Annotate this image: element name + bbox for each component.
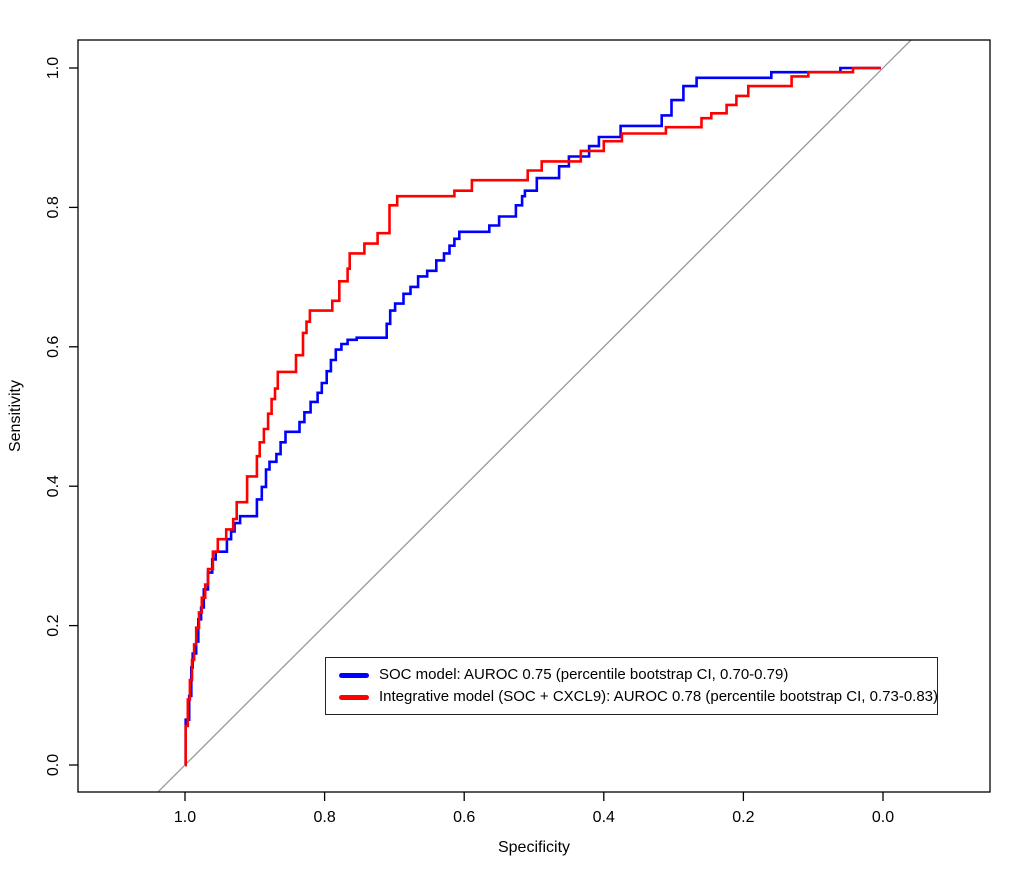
legend: SOC model: AUROC 0.75 (percentile bootst… <box>325 657 938 715</box>
x-tick-label: 0.0 <box>872 809 894 826</box>
x-tick-label: 0.8 <box>313 809 335 826</box>
y-tick-label: 0.0 <box>45 754 62 776</box>
y-tick-label: 0.6 <box>45 336 62 358</box>
legend-label-integrative: Integrative model (SOC + CXCL9): AUROC 0… <box>379 688 939 705</box>
legend-key-integrative-line <box>339 694 369 700</box>
y-tick-label: 0.2 <box>45 614 62 636</box>
y-tick-label: 0.8 <box>45 196 62 218</box>
x-tick-label: 0.6 <box>453 809 475 826</box>
roc-curve-soc <box>184 66 881 767</box>
plot-box <box>77 39 991 793</box>
roc-curve-integrative <box>184 66 881 767</box>
x-tick-label: 0.2 <box>732 809 754 826</box>
y-axis-title: Sensitivity <box>7 380 24 452</box>
x-tick-label: 1.0 <box>174 809 196 826</box>
chance-diagonal-line <box>157 39 912 793</box>
plot-layer: 1.0 0.8 0.6 0.4 0.2 0.0 0.0 0.2 0.4 0.6 0.8 1.0 <box>45 39 991 826</box>
y-tick-label: 0.4 <box>45 475 62 497</box>
y-tick-label: 1.0 <box>45 57 62 79</box>
x-axis-title: Specificity <box>498 839 570 856</box>
legend-label-soc: SOC model: AUROC 0.75 (percentile bootst… <box>379 666 789 683</box>
legend-key-soc-line <box>339 672 369 678</box>
legend-item-soc: SOC model: AUROC 0.75 (percentile bootst… <box>339 666 937 684</box>
legend-item-integrative: Integrative model (SOC + CXCL9): AUROC 0… <box>339 688 939 706</box>
x-tick-label: 0.4 <box>593 809 615 826</box>
